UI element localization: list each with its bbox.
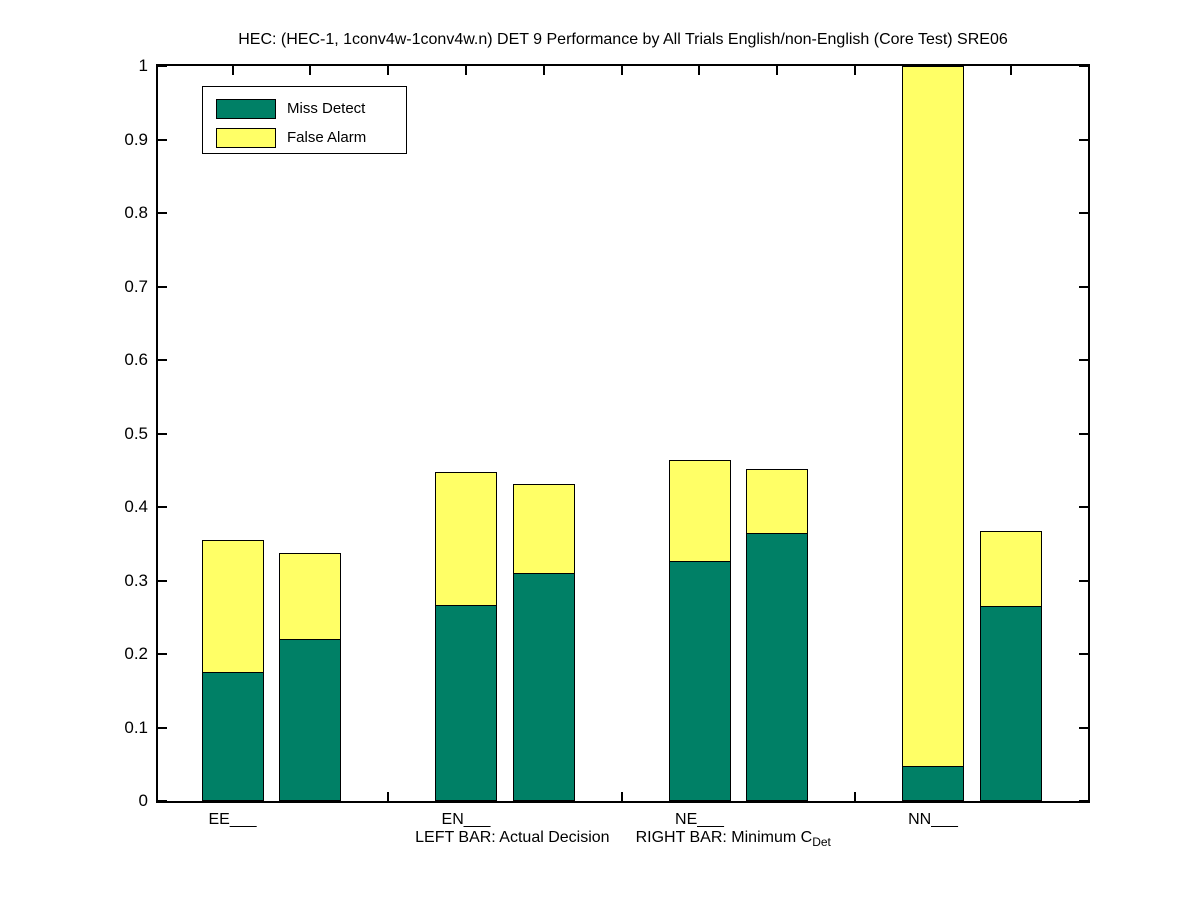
- bar-segment-false-alarm: [980, 532, 1041, 608]
- x-axis-label-subscript: Det: [812, 835, 831, 850]
- y-axis-tick-right: [1079, 138, 1088, 141]
- x-axis-label: LEFT BAR: Actual Decision RIGHT BAR: Mini…: [158, 829, 1088, 850]
- x-axis-tick-top: [776, 66, 779, 75]
- bar-segment-false-alarm: [202, 541, 263, 674]
- bar-left-NE: [668, 459, 731, 801]
- bar-left-EE: [201, 540, 264, 801]
- bar-right-EE: [279, 552, 342, 801]
- y-axis-tick-right: [1079, 65, 1088, 67]
- bar-segment-false-alarm: [513, 485, 574, 575]
- bar-segment-false-alarm: [903, 67, 963, 767]
- x-category-label: EN___: [441, 811, 491, 828]
- y-axis-tick-label: 0.1: [124, 717, 148, 737]
- y-axis-tick-label: 0: [138, 791, 148, 810]
- chart-title: HEC: (HEC-1, 1conv4w-1conv4w.n) DET 9 Pe…: [238, 31, 1008, 48]
- x-axis-tick-top: [620, 66, 623, 75]
- y-axis-tick-right: [1079, 432, 1088, 435]
- y-axis-tick-label: 0.3: [124, 570, 148, 590]
- x-axis-tick-top: [1009, 66, 1012, 75]
- legend-swatch-miss-detect: [216, 98, 276, 119]
- x-axis-tick-top: [309, 66, 312, 75]
- bar-right-NN: [979, 531, 1042, 801]
- y-axis-tick: [158, 800, 167, 802]
- x-axis-tick-top: [387, 66, 390, 75]
- x-axis-label-right: RIGHT BAR: Minimum C: [635, 829, 813, 846]
- legend-label-miss-detect: Miss Detect: [287, 100, 366, 117]
- y-axis-tick-right: [1079, 212, 1088, 214]
- y-axis-tick: [158, 212, 167, 214]
- y-axis-tick: [158, 138, 167, 141]
- legend-item-false-alarm: False Alarm: [216, 125, 406, 150]
- y-axis-tick-label: 0.2: [124, 644, 148, 663]
- x-axis-tick-top: [464, 66, 467, 75]
- legend-label-false-alarm: False Alarm: [287, 129, 367, 146]
- bar-left-NN: [902, 66, 964, 801]
- bar-segment-false-alarm: [436, 472, 496, 606]
- y-axis-tick: [158, 65, 167, 67]
- y-axis-tick: [158, 726, 167, 729]
- x-axis-tick-bottom: [387, 792, 390, 801]
- y-axis-tick-right: [1079, 579, 1088, 582]
- y-axis-tick-label: 0.4: [124, 497, 148, 516]
- bar-segment-false-alarm: [280, 553, 341, 641]
- x-axis-tick-top: [231, 66, 234, 75]
- legend: Miss Detect False Alarm: [202, 86, 407, 154]
- y-axis-tick: [158, 432, 167, 435]
- y-axis-tick-label: 0.6: [124, 350, 148, 369]
- y-axis-tick-right: [1079, 285, 1088, 288]
- x-axis-tick-top: [542, 66, 545, 75]
- bar-segment-false-alarm: [747, 469, 808, 534]
- bar-segment-false-alarm: [669, 460, 730, 562]
- y-axis-tick-right: [1079, 359, 1088, 361]
- y-axis-tick: [158, 579, 167, 582]
- y-axis-tick: [158, 653, 167, 655]
- x-axis-tick-bottom: [854, 792, 857, 801]
- y-axis-tick-right: [1079, 726, 1088, 729]
- x-axis-tick-top: [698, 66, 701, 75]
- bar-left-EN: [435, 471, 497, 801]
- y-axis-tick-label: 0.5: [124, 423, 148, 443]
- y-axis-tick: [158, 506, 167, 508]
- y-axis-tick: [158, 285, 167, 288]
- y-axis-tick-right: [1079, 800, 1088, 802]
- legend-swatch-false-alarm: [216, 127, 276, 148]
- x-category-label: NN___: [908, 811, 958, 828]
- y-axis-tick-label: 0.9: [124, 129, 148, 149]
- x-axis-label-left: LEFT BAR: Actual Decision: [415, 829, 610, 846]
- y-axis-tick-right: [1079, 506, 1088, 508]
- legend-item-miss-detect: Miss Detect: [216, 96, 406, 121]
- y-axis-tick-label: 1: [138, 56, 148, 75]
- bar-right-EN: [512, 484, 575, 801]
- y-axis-tick-label: 0.8: [124, 203, 148, 222]
- x-category-label: NE___: [675, 811, 724, 828]
- y-axis-tick-label: 0.7: [124, 276, 148, 296]
- x-axis-tick-top: [854, 66, 857, 75]
- bar-right-NE: [746, 468, 809, 801]
- x-axis-tick-bottom: [620, 792, 623, 801]
- y-axis-tick-right: [1079, 653, 1088, 655]
- x-category-label: EE___: [208, 811, 257, 828]
- plot-area: 0 0.1 0.2 0.3 0.4 0.5 0.6 0.7 0.8 0.9 1 EE___ EN___ N…: [124, 56, 1090, 828]
- y-axis-tick: [158, 359, 167, 361]
